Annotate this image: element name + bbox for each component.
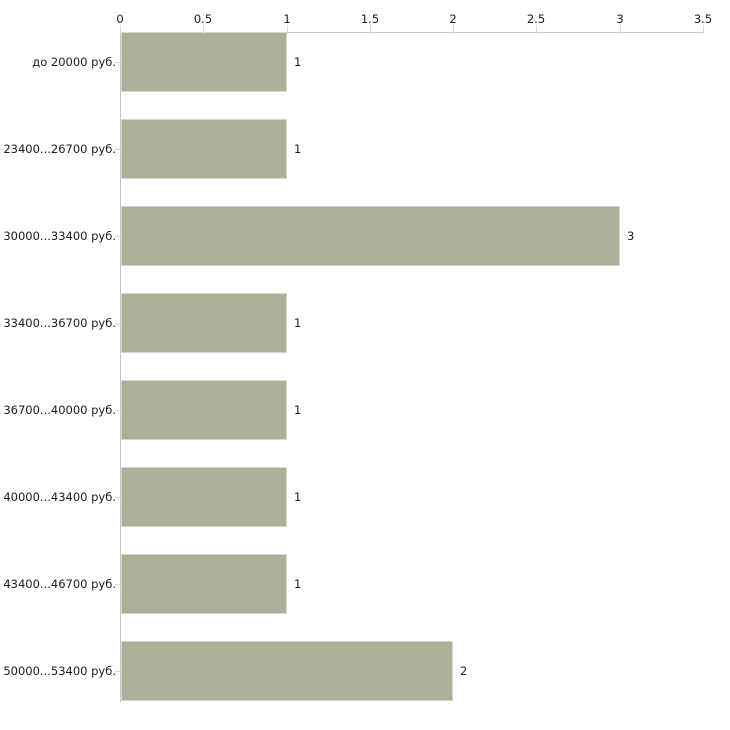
x-axis-tick-label: 3.5: [693, 12, 713, 26]
category-label: 33400...36700 руб.: [3, 316, 116, 330]
x-axis-tick-label: 2.5: [526, 12, 546, 26]
value-label: 2: [460, 664, 468, 678]
bar: [121, 554, 287, 614]
value-label: 1: [294, 142, 302, 156]
x-axis-tick-label: 0.5: [193, 12, 213, 26]
category-label: 30000...33400 руб.: [3, 229, 116, 243]
category-tick: [115, 149, 121, 150]
category-label: до 20000 руб.: [32, 55, 116, 69]
category-label: 50000...53400 руб.: [3, 664, 116, 678]
bar: [121, 206, 620, 266]
x-axis-tick: [453, 25, 454, 34]
x-axis-tick: [620, 25, 621, 34]
x-axis-tick-label: 3: [616, 12, 624, 26]
value-label: 1: [294, 55, 302, 69]
x-axis-tick-label: 1: [283, 12, 291, 26]
x-axis-line: [120, 32, 704, 33]
x-axis-tick: [370, 25, 371, 34]
category-tick: [115, 236, 121, 237]
category-tick: [115, 671, 121, 672]
category-label: 40000...43400 руб.: [3, 490, 116, 504]
value-label: 1: [294, 577, 302, 591]
category-tick: [115, 584, 121, 585]
category-tick: [115, 323, 121, 324]
x-axis-tick: [287, 25, 288, 34]
value-label: 1: [294, 316, 302, 330]
bar: [121, 641, 453, 701]
bar: [121, 467, 287, 527]
x-axis-tick: [536, 25, 537, 34]
category-label: 43400...46700 руб.: [3, 577, 116, 591]
bar: [121, 32, 287, 92]
category-tick: [115, 62, 121, 63]
bar: [121, 380, 287, 440]
value-label: 1: [294, 490, 302, 504]
bar: [121, 119, 287, 179]
category-label: 36700...40000 руб.: [3, 403, 116, 417]
y-axis-line: [120, 32, 121, 702]
x-axis-tick-label: 2: [449, 12, 457, 26]
category-tick: [115, 410, 121, 411]
x-axis-tick: [203, 25, 204, 34]
x-axis-tick: [120, 25, 121, 34]
x-axis-tick: [703, 25, 704, 34]
value-label: 3: [627, 229, 635, 243]
category-label: 23400...26700 руб.: [3, 142, 116, 156]
bar: [121, 293, 287, 353]
x-axis-tick-label: 1.5: [360, 12, 380, 26]
category-tick: [115, 497, 121, 498]
x-axis-tick-label: 0: [116, 12, 124, 26]
value-label: 1: [294, 403, 302, 417]
